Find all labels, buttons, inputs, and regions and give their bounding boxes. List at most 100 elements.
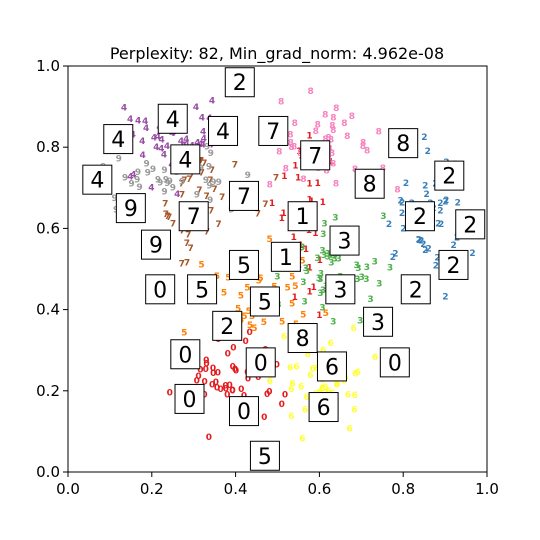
digit-thumbnail: 3 (363, 306, 394, 337)
digit-point-3: 3 (317, 289, 323, 299)
y-tick-label: 0.4 (36, 301, 60, 319)
digit-point-2: 2 (435, 220, 441, 230)
digit-point-2: 2 (422, 246, 428, 256)
digit-point-0: 0 (245, 374, 251, 384)
digit-point-8: 8 (394, 186, 400, 196)
digit-thumbnail: 2 (400, 274, 431, 305)
digit-point-4: 4 (201, 135, 207, 145)
digit-point-6: 6 (319, 385, 325, 395)
thumbnail-digit: 8 (296, 327, 310, 352)
x-tick-label: 1.0 (475, 480, 499, 498)
digit-point-6: 6 (334, 380, 340, 390)
digit-point-5: 5 (284, 283, 290, 293)
digit-point-4: 4 (148, 184, 154, 194)
digit-point-4: 4 (174, 190, 180, 200)
digit-point-8: 8 (330, 113, 336, 123)
digit-point-0: 0 (232, 365, 238, 375)
digit-point-7: 7 (179, 226, 185, 236)
digit-point-3: 3 (320, 230, 326, 240)
digit-point-0: 0 (279, 400, 285, 410)
thumbnail-digit: 2 (463, 213, 477, 238)
thumbnail-digit: 5 (237, 254, 251, 279)
digit-point-7: 7 (219, 193, 225, 203)
digit-point-6: 6 (299, 435, 305, 445)
digit-point-8: 8 (288, 143, 294, 153)
digit-point-7: 7 (179, 191, 185, 201)
digit-point-5: 5 (225, 274, 231, 284)
digit-point-4: 4 (159, 135, 165, 145)
thumbnail-digit: 5 (258, 290, 272, 315)
digit-thumbnail: 2 (434, 160, 465, 191)
y-tick-label: 0.6 (36, 219, 60, 237)
digit-point-2: 2 (450, 241, 456, 251)
x-tick-label: 0.8 (391, 480, 415, 498)
digit-point-9: 9 (135, 168, 141, 178)
digit-point-1: 1 (310, 283, 316, 293)
thumbnail-box (103, 124, 134, 155)
thumbnail-digit: 4 (178, 148, 192, 173)
thumbnail-box (404, 201, 435, 232)
digit-thumbnail: 1 (270, 241, 301, 272)
digit-point-2: 2 (455, 198, 461, 208)
digit-point-8: 8 (376, 127, 382, 137)
digit-point-8: 8 (333, 180, 339, 190)
digit-point-9: 9 (206, 181, 212, 191)
digit-point-6: 6 (345, 391, 351, 401)
digit-point-3: 3 (364, 263, 370, 273)
thumbnail-digit: 4 (90, 169, 104, 194)
digit-point-7: 7 (196, 186, 202, 196)
digit-point-0: 0 (266, 388, 272, 398)
thumbnail-digit: 7 (237, 185, 251, 210)
y-tick-label: 1.0 (36, 57, 60, 75)
thumbnail-box (170, 144, 201, 175)
digit-thumbnail: 2 (224, 67, 255, 98)
digit-point-0: 0 (206, 433, 212, 443)
digit-point-1: 1 (306, 180, 312, 190)
digit-point-4: 4 (209, 97, 215, 107)
digit-point-3: 3 (325, 250, 331, 260)
digit-point-0: 0 (213, 378, 219, 388)
digit-point-6: 6 (298, 383, 304, 393)
digit-point-8: 8 (360, 139, 366, 149)
digit-point-4: 4 (200, 128, 206, 138)
digit-point-7: 7 (208, 207, 214, 217)
digit-point-9: 9 (163, 175, 169, 185)
digit-point-8: 8 (325, 134, 331, 144)
digit-point-3: 3 (330, 252, 336, 262)
digit-point-3: 3 (300, 278, 306, 288)
digit-point-1: 1 (303, 245, 309, 255)
digit-point-4: 4 (127, 115, 133, 125)
digit-thumbnail: 0 (145, 274, 176, 305)
digit-thumbnail: 2 (455, 209, 486, 240)
digit-point-9: 9 (170, 184, 176, 194)
plot-frame (67, 65, 488, 473)
digit-point-0: 0 (223, 385, 229, 395)
thumbnail-box (224, 67, 255, 98)
digit-point-3: 3 (274, 273, 280, 283)
digit-point-3: 3 (302, 297, 308, 307)
digit-point-9: 9 (210, 178, 216, 188)
digit-point-9: 9 (116, 155, 122, 165)
digit-point-0: 0 (261, 413, 267, 423)
digit-point-6: 6 (293, 362, 299, 372)
digit-point-3: 3 (335, 254, 341, 264)
digit-point-2: 2 (420, 240, 426, 250)
digit-point-9: 9 (122, 174, 128, 184)
digit-point-6: 6 (289, 380, 295, 390)
digit-point-4: 4 (155, 133, 161, 143)
digit-point-4: 4 (153, 143, 159, 153)
digit-point-9: 9 (194, 190, 200, 200)
digit-point-2: 2 (426, 245, 432, 255)
thumbnail-box (187, 274, 218, 305)
digit-point-1: 1 (296, 147, 302, 157)
digit-point-2: 2 (390, 253, 396, 263)
digit-point-3: 3 (387, 263, 393, 273)
thumbnail-box (329, 225, 360, 256)
digit-thumbnail: 9 (140, 229, 171, 260)
thumbnail-digit: 0 (178, 343, 192, 368)
digit-point-3: 3 (363, 275, 369, 285)
digit-point-5: 5 (241, 312, 247, 322)
digit-thumbnail: 4 (103, 124, 134, 155)
digit-thumbnail: 3 (329, 225, 360, 256)
axis-ticks: 0.0 0.2 0.4 0.6 0.8 1.0 0.0 0.2 0.4 0.6 0.8 1.0 (36, 57, 499, 498)
